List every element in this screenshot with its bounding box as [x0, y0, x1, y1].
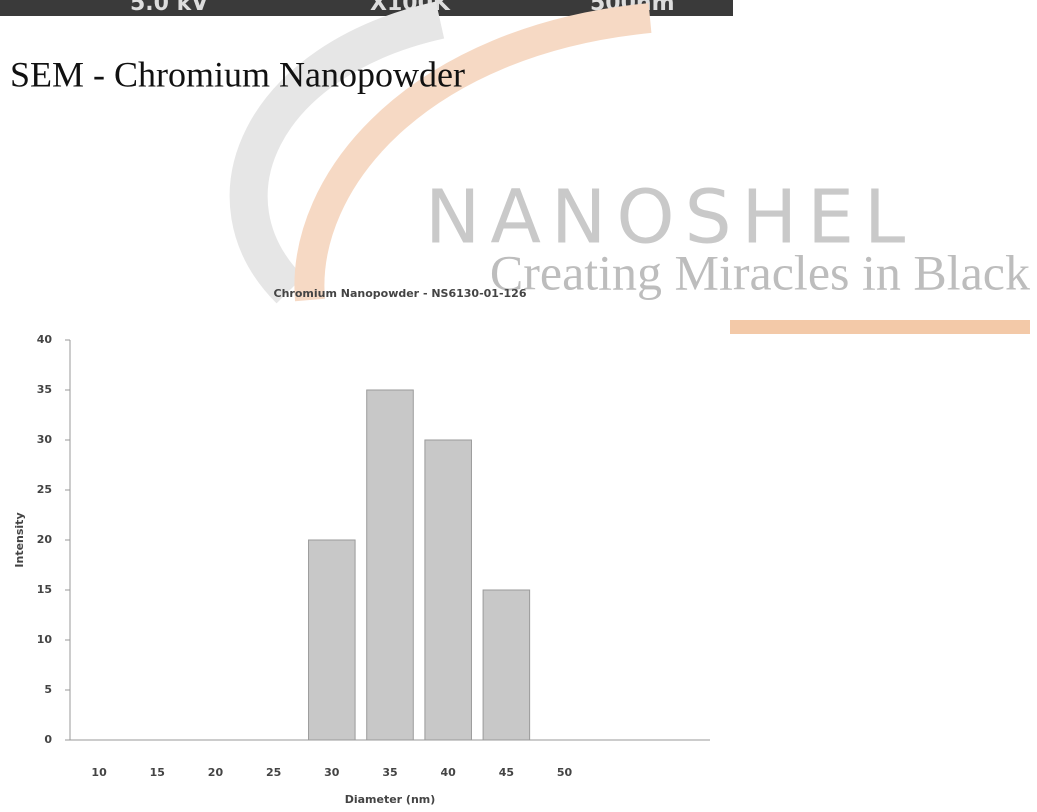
- x-tick-label: 50: [557, 766, 573, 779]
- page: 5.0 kV X100K 500nm SEM - Chromium Nanopo…: [0, 0, 1037, 812]
- x-tick-label: 20: [208, 766, 224, 779]
- y-tick-label: 30: [37, 433, 53, 446]
- chart-title: Chromium Nanopowder - NS6130-01-126: [274, 287, 527, 300]
- x-tick-label: 35: [382, 766, 397, 779]
- bar: [425, 440, 472, 740]
- tagline: Creating Miracles in Black: [490, 244, 1030, 300]
- x-tick-label: 10: [91, 766, 107, 779]
- sem-caption-item: 5.0 kV: [130, 0, 208, 16]
- x-tick-label: 45: [499, 766, 514, 779]
- brand-bar: [730, 320, 1030, 334]
- y-tick-label: 5: [44, 683, 52, 696]
- x-tick-label: 25: [266, 766, 281, 779]
- bar: [483, 590, 530, 740]
- y-tick-label: 40: [37, 333, 53, 346]
- document: 5.0 kV X100K 500nm SEM - Chromium Nanopo…: [0, 0, 1037, 812]
- y-axis-label: Intensity: [13, 512, 26, 567]
- bar: [367, 390, 414, 740]
- x-tick-label: 15: [150, 766, 165, 779]
- x-axis-label: Diameter (nm): [345, 793, 436, 806]
- y-tick-label: 20: [37, 533, 53, 546]
- y-tick-label: 0: [44, 733, 52, 746]
- y-tick-label: 25: [37, 483, 52, 496]
- y-tick-label: 35: [37, 383, 52, 396]
- y-tick-label: 15: [37, 583, 52, 596]
- y-tick-label: 10: [37, 633, 53, 646]
- x-tick-label: 40: [441, 766, 457, 779]
- bar: [309, 540, 356, 740]
- x-tick-label: 30: [324, 766, 340, 779]
- heading: SEM - Chromium Nanopowder: [10, 54, 465, 94]
